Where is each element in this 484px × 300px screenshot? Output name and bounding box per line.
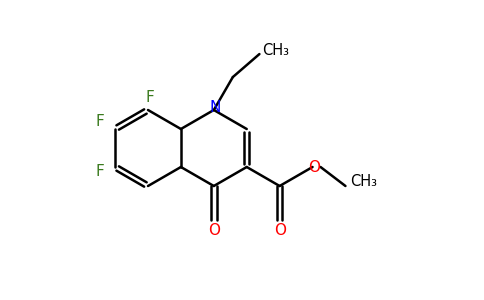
Text: CH₃: CH₃ (350, 175, 377, 190)
Text: F: F (96, 113, 105, 128)
Text: N: N (209, 100, 221, 116)
Text: O: O (273, 223, 286, 238)
Text: F: F (96, 164, 105, 179)
Text: F: F (146, 89, 154, 104)
Text: O: O (308, 160, 320, 175)
Text: CH₃: CH₃ (262, 43, 289, 58)
Text: O: O (208, 223, 220, 238)
